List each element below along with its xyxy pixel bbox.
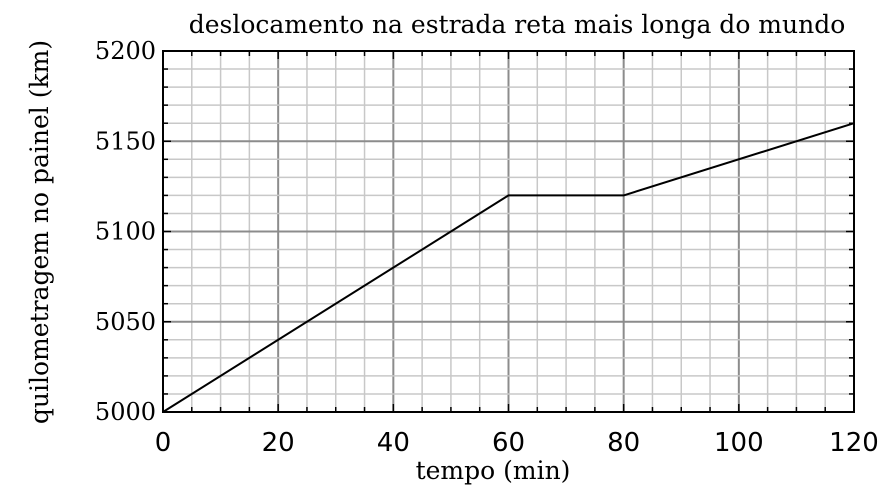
grid bbox=[163, 51, 854, 412]
y-tick-labels: 5000 5050 5100 5150 5200 bbox=[95, 37, 156, 426]
chart-title: deslocamento na estrada reta mais longa … bbox=[189, 10, 846, 39]
x-tick-labels: 0 20 40 60 80 100 120 bbox=[155, 428, 879, 458]
x-axis-label: tempo (min) bbox=[416, 456, 571, 485]
y-tick-label: 5150 bbox=[95, 127, 156, 155]
x-tick-label: 100 bbox=[714, 428, 764, 458]
y-axis-label: quilometragem no painel (km) bbox=[25, 40, 54, 424]
x-tick-label: 0 bbox=[155, 428, 172, 458]
y-tick-label: 5050 bbox=[95, 308, 156, 336]
x-tick-label: 40 bbox=[377, 428, 410, 458]
series-line bbox=[162, 122, 855, 413]
y-tick-label: 5200 bbox=[95, 37, 156, 65]
series-layer bbox=[162, 122, 855, 413]
plot-frame bbox=[162, 50, 855, 413]
y-tick-label: 5100 bbox=[95, 218, 156, 246]
x-tick-label: 20 bbox=[262, 428, 295, 458]
x-tick-label: 80 bbox=[607, 428, 640, 458]
y-tick-label: 5000 bbox=[95, 398, 156, 426]
x-tick-label: 60 bbox=[492, 428, 525, 458]
x-tick-label: 120 bbox=[829, 428, 879, 458]
